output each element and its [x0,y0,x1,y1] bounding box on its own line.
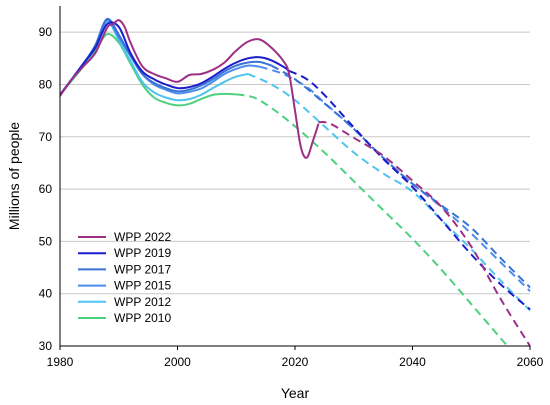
y-tick-label: 80 [39,77,53,91]
wpp-2022-estimate-line [60,19,320,159]
y-tick-label: 30 [39,339,53,353]
series-lines [60,18,531,346]
wpp-2019-projection-line [288,69,531,311]
x-tick-label: 2020 [282,355,309,369]
legend: WPP 2022 WPP 2019 WPP 2017 WPP 2015 WPP 2012… [78,230,171,325]
wpp-2010-legend-label: WPP 2010 [114,311,171,325]
wpp-2017-estimate-line [60,18,272,96]
y-tick-label: 90 [39,25,53,39]
wpp-2017-legend-label: WPP 2017 [114,262,171,276]
x-tick-label: 2000 [164,355,191,369]
wpp-2015-projection-line [259,65,531,292]
wpp-2022-projection-line [318,121,531,346]
wpp-2022-legend-label: WPP 2022 [114,230,171,244]
y-tick-label: 70 [39,130,53,144]
wpp-2019-legend-label: WPP 2019 [114,246,171,260]
wpp-2017-projection-line [270,64,531,289]
wpp-2012-legend-label: WPP 2012 [114,295,171,309]
wpp-2012-projection-line [247,73,531,312]
axes: 30 40 50 60 70 80 90 1980 2000 2020 2040 2060 [39,6,544,369]
x-tick-label: 1980 [47,355,74,369]
wpp-2010-projection-line [236,93,509,346]
y-axis-title: Millions of people [6,122,22,230]
x-axis-title: Year [281,385,310,401]
y-tick-label: 40 [39,287,53,301]
wpp-2010-estimate-line [60,32,237,107]
gridlines [60,31,530,347]
x-tick-label: 2060 [517,355,544,369]
y-tick-label: 50 [39,234,53,248]
x-tick-label: 2040 [399,355,426,369]
y-tick-label: 60 [39,182,53,196]
wpp-2015-legend-label: WPP 2015 [114,279,171,293]
wpp-2019-estimate-line [60,21,290,96]
